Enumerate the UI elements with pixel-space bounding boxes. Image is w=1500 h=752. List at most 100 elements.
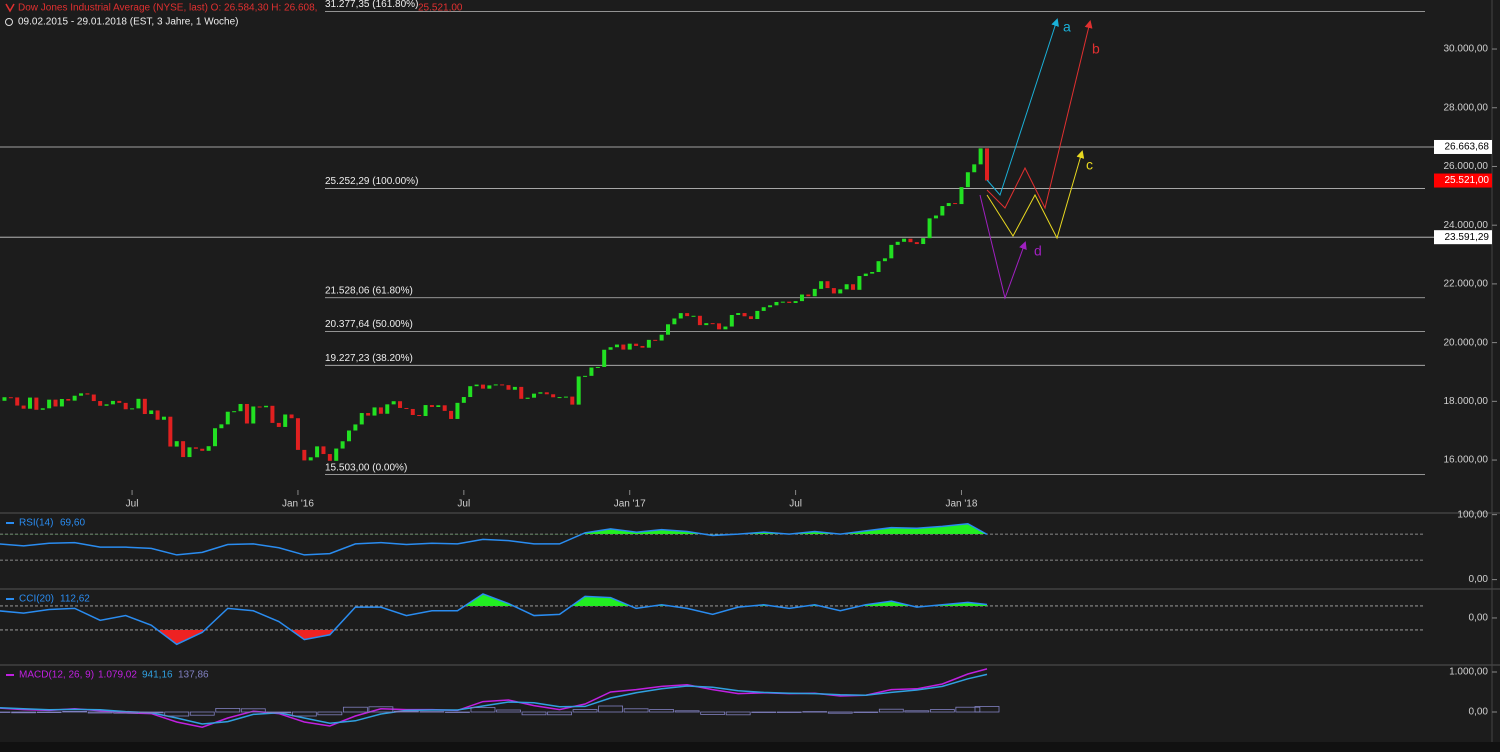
candle: [206, 446, 211, 451]
candle: [213, 428, 218, 447]
candle: [398, 401, 403, 408]
candle: [557, 397, 562, 399]
wave-label: a: [1063, 19, 1071, 35]
candle: [232, 411, 237, 413]
fib-label: 15.503,00 (0.00%): [325, 462, 407, 473]
histogram-bar: [649, 709, 675, 713]
candle: [34, 397, 39, 410]
macd-line: [0, 673, 988, 725]
histogram-bar: [394, 710, 419, 713]
candle: [136, 398, 141, 409]
candle: [487, 385, 492, 389]
candle: [780, 301, 785, 303]
candle: [270, 405, 275, 423]
candle: [895, 241, 900, 245]
candle: [327, 454, 332, 461]
candle: [774, 301, 779, 306]
candle: [66, 398, 71, 401]
candle: [532, 393, 537, 398]
x-tick-label: Jul: [789, 499, 802, 510]
candle: [47, 399, 52, 409]
candle: [889, 244, 894, 259]
candle: [98, 401, 103, 406]
histogram-bar: [700, 711, 726, 715]
candle: [161, 416, 166, 420]
candle: [404, 407, 409, 409]
candle: [914, 242, 919, 245]
y-tick-label: 28.000,00: [1444, 102, 1489, 113]
candle: [423, 405, 428, 417]
candle: [142, 398, 147, 415]
price-tag-label: 26.663,68: [1445, 142, 1490, 153]
candle: [385, 404, 390, 414]
indicator-line: [0, 593, 988, 646]
candle: [685, 313, 690, 317]
candle: [736, 313, 741, 315]
histogram-bar: [929, 709, 955, 713]
y-tick-label: 24.000,00: [1444, 220, 1489, 231]
candle: [40, 408, 45, 410]
candle: [627, 343, 632, 350]
candle: [193, 447, 198, 449]
candle: [691, 315, 696, 317]
candle: [953, 203, 958, 205]
candle: [755, 310, 760, 320]
candle: [787, 301, 792, 303]
candle: [659, 334, 664, 341]
fib-label: 31.277,35 (161.80%): [325, 0, 418, 10]
candle: [812, 288, 817, 297]
candle: [85, 393, 90, 395]
candle: [608, 347, 613, 350]
candle: [340, 441, 345, 449]
histogram-bar: [240, 708, 266, 713]
histogram-bar: [496, 709, 521, 713]
candle: [257, 406, 262, 408]
instrument-title: Dow Jones Industrial Average (NYSE, last…: [18, 3, 317, 14]
candle: [563, 396, 568, 398]
candle: [130, 408, 135, 410]
candle: [704, 323, 709, 326]
candle: [831, 288, 836, 294]
indicator-line: [0, 522, 988, 556]
histogram-bar: [342, 706, 368, 713]
candle: [978, 148, 983, 165]
overlay-value: 25.521,00: [418, 3, 463, 14]
histogram-bar: [317, 711, 343, 716]
y-tick-label: 18.000,00: [1444, 396, 1489, 407]
candle: [461, 397, 466, 403]
legend-label: RSI(14): [19, 518, 53, 529]
histogram-bar: [164, 711, 190, 717]
candle: [391, 401, 396, 405]
candle: [500, 384, 505, 386]
candle: [806, 294, 811, 297]
candle: [882, 258, 887, 262]
histogram-bar: [598, 705, 623, 713]
candle: [544, 392, 549, 395]
candle: [876, 261, 881, 273]
fib-label: 21.528,06 (61.80%): [325, 285, 413, 296]
histogram-bar: [470, 707, 496, 713]
candle: [8, 397, 13, 399]
price-tag: [1434, 173, 1492, 188]
price-tag-label: 23.591,29: [1445, 232, 1490, 243]
y-tick-label: 16.000,00: [1444, 455, 1489, 466]
candle: [614, 344, 619, 348]
price-tag-label: 25.521,00: [1445, 175, 1490, 186]
histogram-bar: [291, 711, 317, 717]
wave-label: d: [1034, 243, 1042, 259]
histogram-bar: [36, 711, 62, 714]
histogram-bar: [751, 711, 777, 713]
candle: [570, 396, 575, 405]
y-tick-label: 100,00: [1457, 509, 1488, 520]
candle: [123, 402, 128, 410]
candle: [634, 343, 639, 346]
histogram-bar: [521, 711, 547, 716]
candle: [902, 238, 907, 242]
candle: [353, 424, 358, 431]
candle: [372, 407, 377, 416]
candle: [104, 404, 109, 406]
candle: [985, 148, 990, 181]
candle: [493, 384, 498, 386]
wave-label: c: [1086, 157, 1093, 173]
